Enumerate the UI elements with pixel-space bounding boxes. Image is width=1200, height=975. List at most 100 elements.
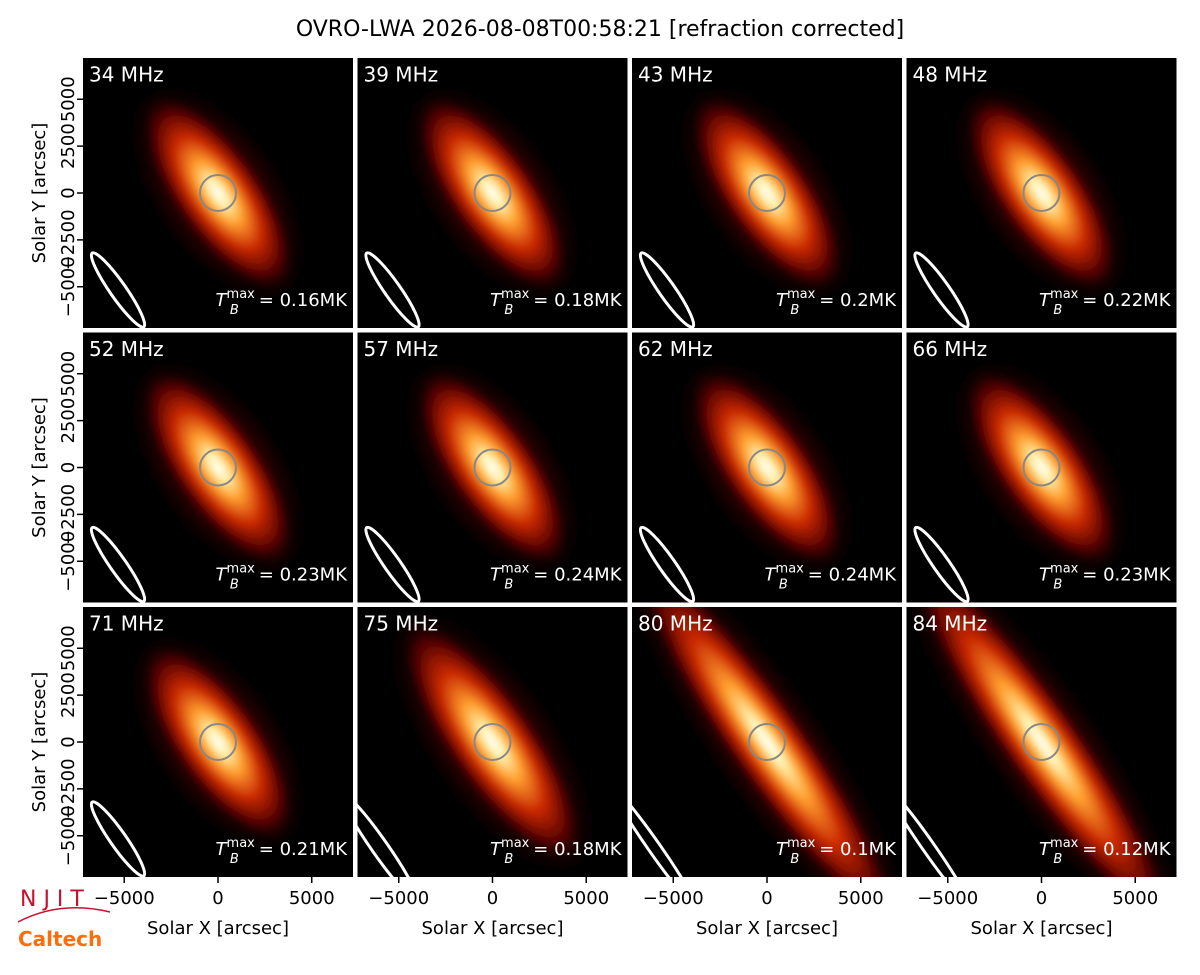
emission: [393, 347, 592, 588]
tb-value: = 0.24MK: [533, 565, 622, 586]
y-tick-label: 5000: [58, 76, 79, 122]
beam: [364, 251, 421, 328]
x-tick-label: 0: [487, 888, 498, 909]
x-tick-label: −5000: [368, 888, 429, 909]
tb-annotation: Tmax B = 0.23MK: [216, 562, 349, 593]
solar-disk: [473, 174, 512, 212]
x-tick-label: 5000: [563, 888, 609, 909]
beam: [364, 525, 421, 603]
tb-sub: B: [230, 852, 239, 867]
y-tick-label: 2500: [58, 672, 79, 718]
emission-core: [962, 90, 1121, 296]
tb-symbol: T: [490, 290, 503, 311]
tb-sub: B: [779, 578, 788, 593]
tb-value: = 0.18MK: [533, 290, 622, 311]
solar-disk: [1022, 448, 1061, 487]
tb-sup: max: [227, 562, 256, 577]
emission-core: [687, 365, 847, 570]
panel-label: 57 MHz: [364, 337, 439, 361]
panel-label: 84 MHz: [913, 612, 988, 636]
tb-sub: B: [504, 303, 513, 318]
emission: [119, 621, 317, 863]
x-tick-label: 0: [1036, 888, 1047, 909]
beam: [89, 800, 147, 877]
x-axis-label: Solar X [arcsec]: [971, 918, 1113, 939]
panel: [906, 607, 1177, 877]
tb-annotation: Tmax B = 0.18MK: [490, 836, 623, 867]
emission: [377, 607, 608, 877]
panel-label: 34 MHz: [89, 63, 164, 87]
x-tick-label: 0: [761, 888, 772, 909]
tb-sub: B: [504, 852, 513, 867]
y-tick-label: 0: [58, 187, 79, 198]
tb-symbol: T: [1039, 565, 1052, 586]
tb-value: = 0.23MK: [259, 565, 348, 586]
tb-annotation: Tmax B = 0.23MK: [1039, 562, 1172, 593]
panel: [357, 607, 628, 877]
emission: [632, 607, 902, 877]
tb-symbol: T: [490, 839, 503, 860]
tb-sup: max: [1050, 287, 1079, 302]
tb-annotation: Tmax B = 0.16MK: [216, 287, 349, 318]
panel-label: 39 MHz: [364, 63, 439, 87]
emission-core: [138, 365, 298, 570]
tb-annotation: Tmax B = 0.12MK: [1039, 836, 1172, 867]
tb-value: = 0.24MK: [808, 565, 897, 586]
x-tick-label: 0: [212, 888, 223, 909]
y-axis-label: Solar Y [arcsec]: [29, 672, 50, 813]
y-tick-label: 5000: [58, 625, 79, 671]
solar-disk: [748, 723, 786, 761]
panel: [632, 607, 902, 877]
emission: [119, 347, 317, 588]
panel: [357, 332, 628, 603]
logo-swoosh: [17, 907, 111, 923]
y-tick-label: 0: [58, 736, 79, 747]
tb-sup: max: [787, 836, 816, 851]
tb-annotation: Tmax B = 0.21MK: [216, 836, 349, 867]
panel: [83, 332, 353, 603]
tb-value: = 0.12MK: [1082, 839, 1171, 860]
tb-sup: max: [1050, 562, 1079, 577]
emission-core: [687, 90, 847, 296]
y-tick-label: 0: [58, 462, 79, 473]
x-tick-label: −5000: [917, 888, 978, 909]
emission: [119, 72, 317, 314]
panel: [632, 332, 902, 603]
tb-symbol: T: [216, 565, 229, 586]
tb-sub: B: [1053, 578, 1062, 593]
figure-title: OVRO-LWA 2026-08-08T00:58:21 [refraction…: [296, 17, 904, 42]
tb-annotation: Tmax B = 0.1MK: [776, 836, 897, 867]
tb-sub: B: [504, 578, 513, 593]
tb-annotation: Tmax B = 0.18MK: [490, 287, 623, 318]
panel-label: 43 MHz: [638, 63, 713, 87]
solar-disk: [473, 723, 512, 761]
tb-value: = 0.16MK: [259, 290, 348, 311]
panel: [357, 58, 628, 328]
panel: [632, 58, 902, 328]
solar-disk: [199, 174, 237, 212]
tb-sup: max: [501, 562, 530, 577]
x-tick-label: 5000: [1112, 888, 1158, 909]
tb-sub: B: [790, 303, 799, 318]
tb-symbol: T: [216, 290, 229, 311]
solar-disk: [199, 448, 237, 487]
panel-label: 66 MHz: [913, 337, 988, 361]
emission-core: [138, 639, 298, 845]
beam: [913, 525, 970, 603]
tb-sub: B: [1053, 852, 1062, 867]
tb-annotation: Tmax B = 0.2MK: [776, 287, 897, 318]
tb-symbol: T: [765, 565, 778, 586]
x-axis-label: Solar X [arcsec]: [422, 918, 564, 939]
solar-disk: [199, 723, 237, 761]
panel-label: 80 MHz: [638, 612, 713, 636]
tb-symbol: T: [1039, 290, 1052, 311]
panel-label: 71 MHz: [89, 612, 164, 636]
x-tick-label: −5000: [94, 888, 155, 909]
tb-symbol: T: [1039, 839, 1052, 860]
tb-annotation: Tmax B = 0.22MK: [1039, 287, 1172, 318]
y-tick-label: −2500: [58, 484, 79, 545]
panel: [906, 332, 1177, 603]
emission-core: [632, 607, 902, 877]
